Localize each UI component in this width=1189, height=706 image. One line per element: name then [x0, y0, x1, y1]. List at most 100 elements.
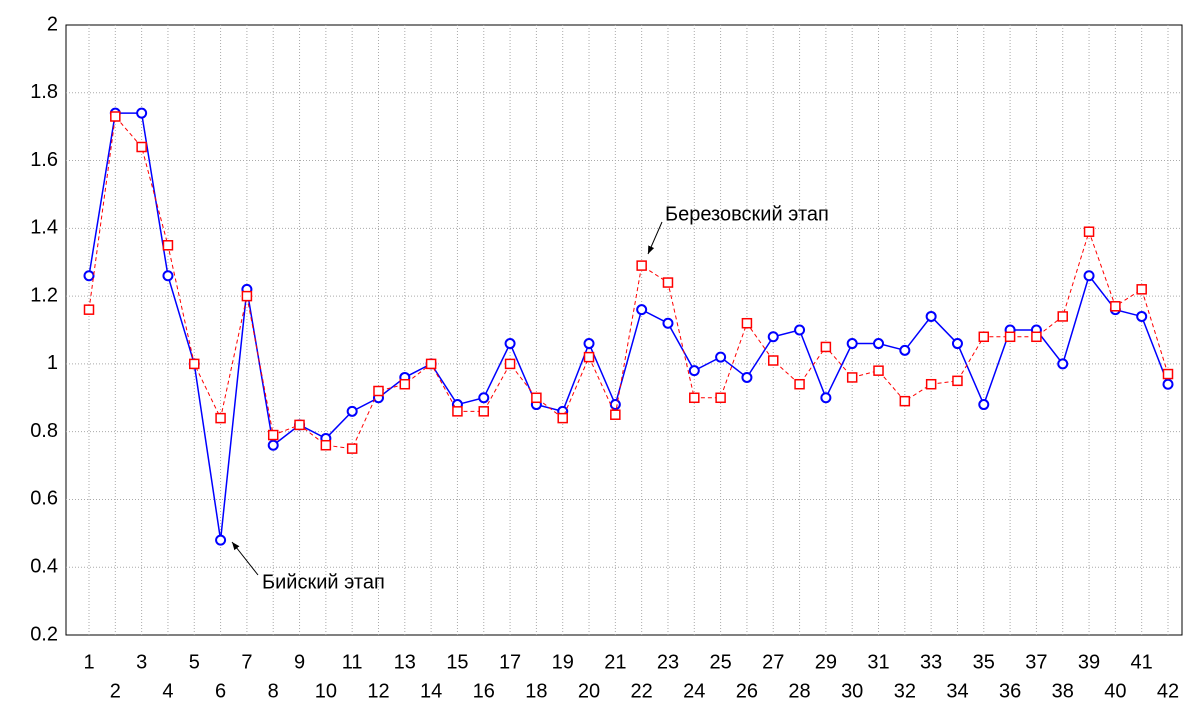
point — [636, 260, 647, 271]
x-tick-label: 22 — [631, 680, 653, 702]
x-tick-label: 33 — [920, 651, 942, 673]
x-tick-label: 12 — [367, 680, 389, 702]
point — [873, 365, 884, 376]
y-tick-label: 2 — [47, 13, 58, 35]
x-tick-label: 8 — [268, 680, 279, 702]
point — [715, 392, 726, 404]
x-tick-label: 1 — [83, 651, 94, 673]
x-tick-label: 4 — [162, 680, 173, 702]
point — [215, 412, 226, 424]
y-tick-label: 1.2 — [30, 284, 58, 306]
y-tick-label: 1 — [47, 352, 58, 374]
x-tick-label: 27 — [762, 651, 784, 673]
y-tick-label: 0.8 — [30, 420, 58, 442]
point — [478, 392, 490, 404]
plot-frame — [65, 24, 1183, 636]
point — [1136, 310, 1148, 322]
x-tick-label: 16 — [473, 680, 495, 702]
point — [820, 392, 832, 404]
point — [1031, 331, 1042, 343]
point — [636, 304, 648, 316]
x-tick-label: 34 — [946, 680, 968, 702]
point — [846, 372, 858, 383]
point — [662, 317, 674, 329]
point — [978, 399, 990, 411]
x-tick-label: 24 — [683, 680, 705, 702]
point — [1004, 331, 1016, 343]
point — [899, 395, 911, 407]
point — [267, 429, 279, 441]
point — [925, 378, 937, 390]
point — [504, 358, 516, 370]
y-tick-label: 1.4 — [30, 217, 58, 239]
point — [346, 405, 358, 417]
x-tick-label: 31 — [867, 651, 889, 673]
point — [110, 111, 121, 122]
x-tick-label: 11 — [342, 651, 363, 673]
x-tick-label: 2 — [110, 680, 121, 702]
point — [425, 358, 437, 370]
point — [1057, 358, 1069, 370]
y-tick-label: 1.8 — [30, 81, 58, 103]
point — [951, 338, 963, 350]
point — [136, 107, 148, 119]
x-tick-label: 28 — [788, 680, 810, 702]
y-tick-label: 0.2 — [30, 623, 58, 645]
annotation-arrow — [647, 221, 663, 255]
point — [715, 351, 727, 363]
point — [794, 378, 805, 390]
point — [162, 240, 174, 251]
point — [162, 270, 174, 282]
point — [346, 443, 358, 454]
point — [373, 385, 384, 397]
series-line — [88, 112, 1169, 541]
x-tick-label: 42 — [1157, 680, 1179, 702]
x-tick-label: 13 — [394, 651, 416, 673]
point — [609, 399, 621, 411]
point — [1162, 378, 1174, 390]
series-line — [88, 115, 1169, 450]
point — [767, 331, 779, 343]
point — [1083, 270, 1095, 282]
point — [978, 331, 990, 343]
x-tick-label: 6 — [215, 680, 226, 702]
x-tick-label: 36 — [999, 680, 1021, 702]
point — [767, 355, 779, 366]
point — [741, 371, 753, 383]
x-tick-label: 14 — [420, 680, 442, 702]
x-tick-label: 17 — [499, 651, 521, 673]
y-tick-label: 1.6 — [30, 149, 58, 171]
point — [136, 141, 147, 153]
point — [478, 406, 490, 417]
x-tick-label: 10 — [315, 680, 337, 702]
point — [267, 439, 279, 451]
point — [952, 375, 963, 387]
x-tick-label: 3 — [136, 651, 147, 673]
point — [583, 351, 595, 363]
x-tick-label: 29 — [815, 651, 837, 673]
x-tick-label: 26 — [736, 680, 758, 702]
x-tick-label: 20 — [578, 680, 600, 702]
point — [399, 378, 411, 390]
point — [741, 317, 753, 329]
x-tick-label: 5 — [189, 651, 200, 673]
point — [1162, 368, 1174, 380]
x-tick-label: 25 — [709, 651, 731, 673]
point — [215, 534, 227, 546]
point — [320, 439, 332, 451]
point — [583, 338, 595, 350]
point — [1057, 311, 1068, 322]
point — [83, 304, 95, 315]
point — [452, 406, 463, 417]
point — [1110, 301, 1121, 312]
point — [294, 419, 305, 431]
x-tick-label: 35 — [973, 651, 995, 673]
point — [189, 358, 200, 370]
point — [662, 277, 674, 288]
point — [794, 324, 806, 336]
point — [1136, 284, 1147, 295]
x-tick-label: 7 — [241, 651, 252, 673]
x-tick-label: 41 — [1131, 651, 1153, 673]
